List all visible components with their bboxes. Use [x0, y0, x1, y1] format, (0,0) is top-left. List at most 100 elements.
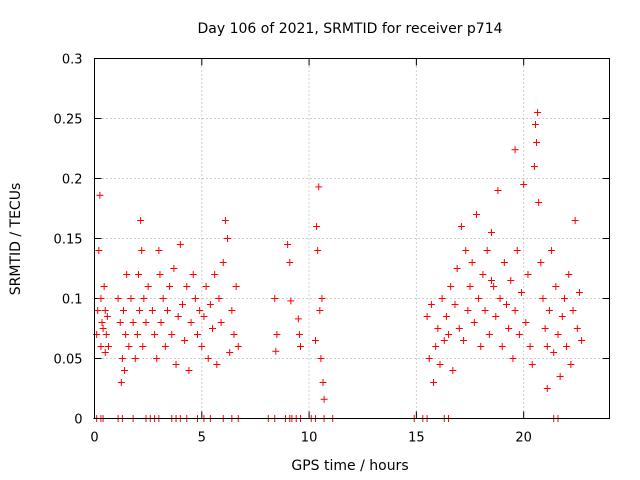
x-tick-label: 15: [408, 431, 425, 446]
plot-frame: [94, 58, 610, 419]
data-point: [475, 295, 483, 302]
x-tick-label: 10: [301, 431, 318, 446]
data-point: [543, 385, 551, 392]
data-point: [573, 325, 581, 332]
data-point: [144, 283, 152, 290]
data-point: [114, 295, 122, 302]
data-point: [170, 265, 178, 272]
data-point: [554, 331, 562, 338]
data-point: [427, 301, 435, 308]
y-axis-label: SRMTID / TECUs: [8, 183, 24, 296]
data-point: [271, 295, 279, 302]
data-point: [487, 277, 495, 284]
data-point: [104, 343, 112, 350]
data-point: [451, 301, 459, 308]
data-point: [500, 259, 508, 266]
data-point: [569, 307, 577, 314]
data-point: [287, 297, 295, 305]
data-point: [273, 331, 281, 338]
x-axis-label: GPS time / hours: [291, 458, 408, 474]
data-point: [156, 271, 164, 278]
data-point: [230, 331, 238, 338]
data-point: [119, 307, 127, 314]
y-tick-label: 0.2: [62, 173, 83, 188]
data-point: [539, 295, 547, 302]
data-point: [131, 355, 139, 362]
x-tick-label: 5: [198, 431, 206, 446]
data-point: [316, 307, 324, 314]
y-tick-label: 0.25: [54, 113, 83, 128]
data-point: [159, 295, 167, 302]
data-point: [137, 217, 145, 224]
data-point: [217, 319, 225, 326]
grid-lines: [94, 58, 610, 419]
data-point: [138, 247, 146, 254]
data-point: [97, 343, 105, 350]
data-point: [185, 367, 193, 374]
data-point: [432, 343, 440, 350]
data-point: [462, 247, 470, 254]
data-point: [294, 315, 302, 323]
data-point: [571, 217, 579, 224]
data-point: [200, 313, 208, 320]
data-point: [430, 379, 438, 386]
data-point: [196, 307, 204, 314]
data-point: [434, 325, 442, 332]
data-point: [211, 271, 219, 278]
data-point: [234, 343, 242, 350]
data-point: [312, 337, 320, 344]
data-point: [541, 325, 549, 332]
data-point: [127, 295, 135, 302]
data-point: [209, 325, 217, 332]
data-point: [460, 337, 468, 344]
data-point: [151, 331, 159, 338]
data-point: [425, 355, 433, 362]
data-point: [98, 319, 106, 326]
data-point: [133, 331, 141, 338]
data-point: [578, 337, 586, 344]
data-point: [139, 343, 147, 350]
data-point: [518, 289, 526, 296]
data-point: [485, 331, 493, 338]
data-point: [101, 307, 109, 314]
y-tick-label: 0: [74, 413, 82, 428]
data-point: [447, 283, 455, 290]
data-point: [503, 301, 510, 308]
data-point: [163, 307, 171, 314]
data-point: [487, 229, 495, 236]
data-point: [522, 319, 530, 326]
y-tick-labels: 0 0.05 0.1 0.15 0.2 0.25 0.3: [54, 53, 83, 428]
data-point: [228, 307, 236, 314]
data-point: [545, 307, 553, 314]
x-tick-labels: 0 5 10 15 20: [90, 431, 532, 446]
data-point: [440, 337, 448, 344]
data-point: [534, 109, 542, 116]
data-point: [187, 319, 195, 326]
data-point: [284, 241, 292, 248]
data-point: [552, 283, 560, 290]
data-point: [125, 343, 133, 350]
data-point: [445, 331, 453, 338]
data-point: [560, 295, 568, 302]
data-point: [174, 313, 182, 320]
data-point: [226, 349, 234, 356]
y-tick-label: 0.3: [62, 53, 83, 68]
data-point: [468, 259, 476, 266]
data-point: [524, 271, 532, 278]
data-point: [117, 379, 125, 386]
data-point: [455, 325, 463, 332]
data-point: [457, 223, 465, 230]
data-point: [213, 361, 221, 368]
data-point: [215, 295, 223, 302]
y-tick-label: 0.1: [62, 293, 83, 308]
data-point: [449, 367, 457, 374]
data-point: [181, 337, 189, 344]
data-point: [178, 301, 186, 308]
data-point: [95, 247, 103, 254]
data-point: [479, 271, 487, 278]
data-point: [202, 283, 210, 290]
data-point: [317, 355, 325, 362]
data-point: [498, 343, 506, 350]
data-point: [520, 181, 528, 188]
data-point: [286, 259, 294, 266]
